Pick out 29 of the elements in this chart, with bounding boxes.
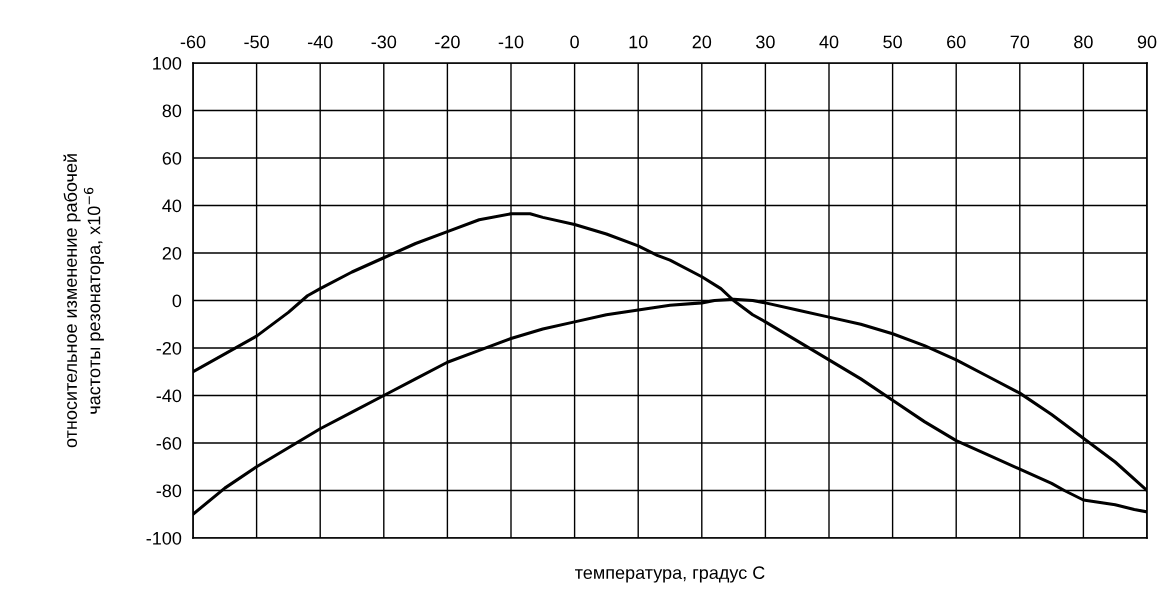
x-tick-label: 80 — [1074, 35, 1093, 49]
x-tick-label: 40 — [819, 35, 839, 49]
y-tick-label: -80 — [156, 484, 182, 498]
x-tick-label: -10 — [498, 35, 524, 49]
x-tick-label: -60 — [180, 35, 206, 49]
x-tick-label: -30 — [371, 35, 397, 49]
x-tick-label: -40 — [307, 35, 333, 49]
x-axis-title: температура, градус С — [575, 566, 765, 583]
y-tick-label: 40 — [162, 199, 182, 213]
y-axis-title: относительное изменение рабочей частоты резонатора, x10$^{−6}$ — [63, 154, 104, 448]
y-tick-label: 80 — [162, 104, 182, 118]
x-tick-label: 70 — [1010, 35, 1030, 49]
x-tick-label: 90 — [1137, 35, 1157, 49]
x-tick-label: -20 — [435, 35, 460, 49]
x-tick-label: 30 — [756, 35, 775, 49]
y-tick-label: -40 — [156, 389, 182, 403]
x-tick-label: 10 — [629, 35, 648, 49]
x-tick-label: 0 — [570, 35, 579, 49]
y-tick-label: 20 — [162, 246, 182, 260]
y-tick-label: 100 — [153, 56, 182, 70]
x-tick-label: 60 — [947, 35, 966, 49]
y-tick-label: -60 — [156, 436, 182, 450]
y-tick-label: 60 — [162, 151, 182, 165]
y-tick-label: -100 — [146, 531, 182, 545]
x-tick-label: -50 — [244, 35, 269, 49]
y-tick-label: 0 — [172, 294, 182, 308]
y-tick-label: -20 — [156, 341, 182, 355]
x-tick-label: 50 — [883, 35, 902, 49]
x-tick-label: 20 — [692, 35, 712, 49]
